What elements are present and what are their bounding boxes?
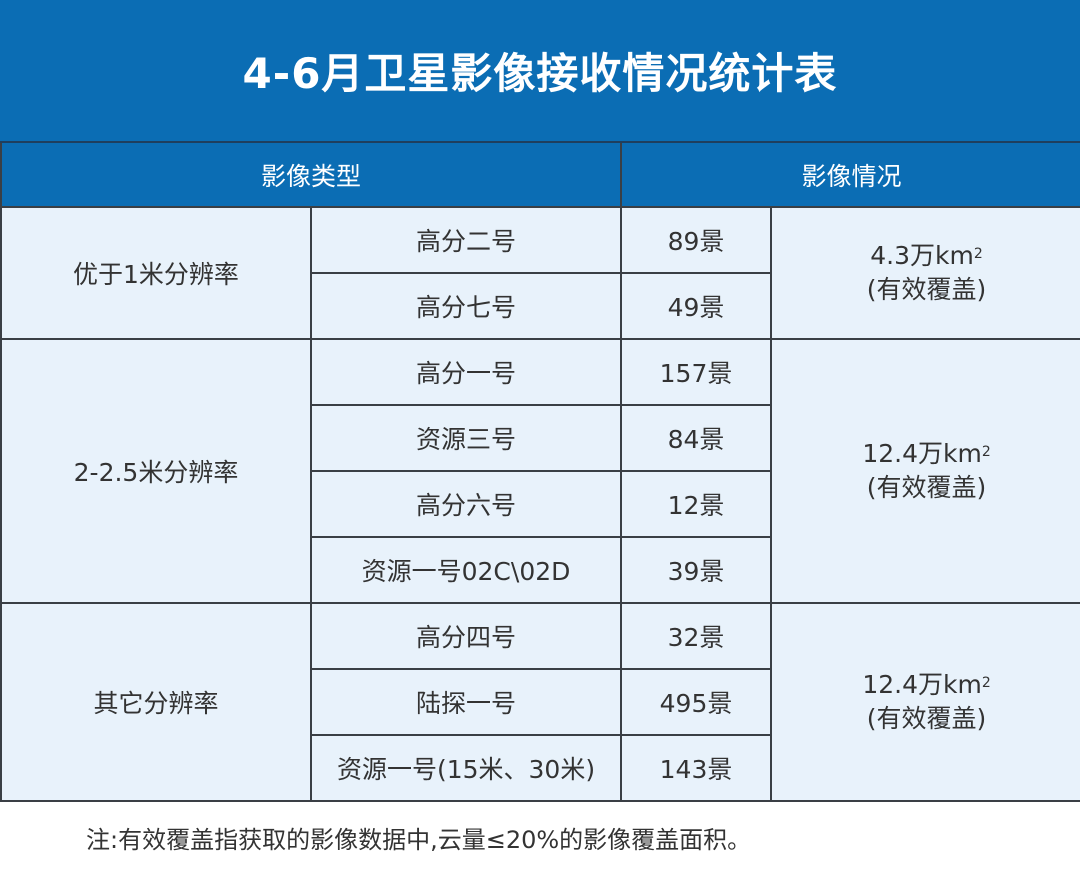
satellite-cell: 陆探一号 bbox=[309, 668, 623, 736]
satellite-cell: 资源一号(15米、30米) bbox=[309, 734, 623, 802]
coverage-value: 12.4万km bbox=[862, 670, 982, 699]
count-cell: 39景 bbox=[620, 536, 773, 604]
coverage-cell: 12.4万km2 (有效覆盖) bbox=[770, 602, 1080, 802]
coverage-unit-exponent: 2 bbox=[981, 675, 991, 691]
count-cell: 49景 bbox=[620, 272, 773, 340]
coverage-value: 4.3万km bbox=[870, 241, 974, 270]
table-row: 其它分辨率 高分四号 32景 12.4万km2 (有效覆盖) bbox=[0, 602, 1080, 802]
coverage-note: (有效覆盖) bbox=[866, 473, 987, 502]
satellite-cell: 资源三号 bbox=[309, 404, 623, 472]
satellite-cell: 高分一号 bbox=[309, 338, 623, 406]
table-row: 陆探一号 495景 bbox=[1, 668, 1080, 736]
header-image-type: 影像类型 bbox=[0, 143, 623, 208]
category-cell: 2-2.5米分辨率 bbox=[0, 338, 312, 604]
count-cell: 12景 bbox=[620, 470, 773, 538]
category-cell: 其它分辨率 bbox=[0, 602, 312, 802]
coverage-unit-exponent: 2 bbox=[981, 444, 991, 460]
count-cell: 32景 bbox=[620, 602, 773, 670]
table-row: 资源三号 84景 bbox=[1, 404, 1080, 472]
category-cell: 优于1米分辨率 bbox=[0, 206, 312, 340]
coverage-note: (有效覆盖) bbox=[866, 704, 987, 733]
satellite-cell: 高分六号 bbox=[309, 470, 623, 538]
table-row: 资源一号(15米、30米) 143景 bbox=[1, 734, 1080, 802]
header-row: 影像类型 影像情况 bbox=[0, 143, 1080, 208]
table-row: 优于1米分辨率 高分二号 89景 4.3万km2 (有效覆盖) bbox=[0, 206, 1080, 340]
satellite-cell: 资源一号02C\02D bbox=[309, 536, 623, 604]
count-cell: 495景 bbox=[620, 668, 773, 736]
table-row: 2-2.5米分辨率 高分一号 157景 12.4万km2 (有效覆盖) bbox=[0, 338, 1080, 604]
satellite-cell: 高分七号 bbox=[309, 272, 623, 340]
coverage-cell: 12.4万km2 (有效覆盖) bbox=[770, 338, 1080, 604]
table-row: 资源一号02C\02D 39景 bbox=[1, 536, 1080, 604]
coverage-unit-exponent: 2 bbox=[973, 246, 983, 262]
satellite-cell: 高分四号 bbox=[309, 602, 623, 670]
count-cell: 157景 bbox=[620, 338, 773, 406]
satellite-cell: 高分二号 bbox=[309, 206, 623, 274]
footnote: 注:有效覆盖指获取的影像数据中,云量≤20%的影像覆盖面积。 bbox=[86, 826, 752, 854]
coverage-value: 12.4万km bbox=[862, 439, 982, 468]
coverage-note: (有效覆盖) bbox=[866, 275, 987, 304]
table-row: 高分六号 12景 bbox=[1, 470, 1080, 538]
header-image-status: 影像情况 bbox=[620, 143, 1080, 208]
count-cell: 89景 bbox=[620, 206, 773, 274]
statistics-table: 影像类型 影像情况 优于1米分辨率 高分二号 89景 4.3万km2 (有效覆盖) 高分七… bbox=[0, 143, 1080, 802]
count-cell: 143景 bbox=[620, 734, 773, 802]
coverage-cell: 4.3万km2 (有效覆盖) bbox=[770, 206, 1080, 340]
count-cell: 84景 bbox=[620, 404, 773, 472]
table-row: 高分七号 49景 bbox=[1, 272, 1080, 340]
page-title: 4-6月卫星影像接收情况统计表 bbox=[0, 0, 1080, 143]
